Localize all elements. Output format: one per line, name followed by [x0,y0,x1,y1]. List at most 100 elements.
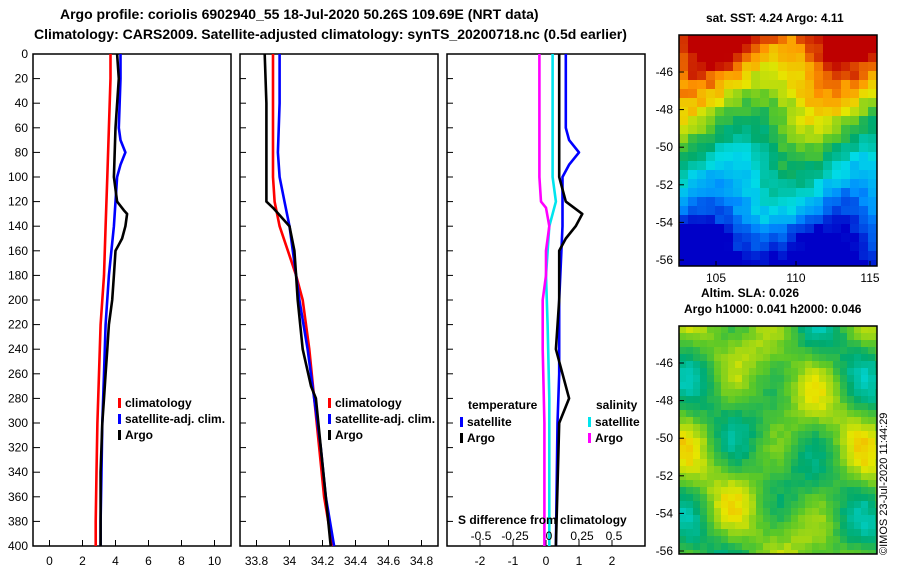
sst-map-cell [796,98,805,107]
sla-map-cell [854,431,861,438]
sla-map-cell [686,466,693,473]
sla-map-cell [777,508,784,515]
sla-map-cell [728,375,735,382]
sst-map-cell [742,134,751,143]
timestamp-stamp: ©IMOS 23-Jul-2020 11:44:29 [878,412,890,555]
sla-map-title-line1: Altim. SLA: 0.026 [701,286,800,300]
sst-map-cell [778,242,787,251]
sst-map-cell [778,143,787,152]
sla-map-cell [686,438,693,445]
sla-map-cell [861,515,868,522]
sst-map-cell [814,152,823,161]
sla-map-cell [805,368,812,375]
sla-map-cell [875,522,877,529]
sst-map-cell [841,125,850,134]
sla-map-cell [791,340,798,347]
sst-map-cell [778,98,787,107]
sla-map-cell [742,347,749,354]
sst-map-cell [769,89,778,98]
sst-map-cell [679,116,688,125]
sst-map-cell [859,224,868,233]
sla-map-cell [819,382,826,389]
sla-map-cell [742,410,749,417]
sla-map-cell [756,396,763,403]
sla-map-cell [854,501,861,508]
sst-map-cell [868,53,877,62]
sla-map-cell [875,452,877,459]
sst-map-cell [796,179,805,188]
sla-map-cell [735,473,742,480]
sst-map-cell [679,62,688,71]
sla-map-cell [861,417,868,424]
sla-map-cell [693,459,700,466]
sla-map-cell [826,326,833,333]
sla-map-cell [798,536,805,543]
sst-map-cell [706,107,715,116]
sst-map-cell [751,62,760,71]
sst-map-cell [841,80,850,89]
sla-map-cell [763,445,770,452]
sla-map-cell [791,543,798,550]
sst-map-cell [832,152,841,161]
sst-map-cell [706,161,715,170]
sla-map-cell [686,326,693,333]
sla-map-cell [861,375,868,382]
sst-map-cell [706,62,715,71]
sla-map-cell [861,361,868,368]
sst-map-cell [823,170,832,179]
sla-map-cell [707,494,714,501]
sla-map-cell [679,347,686,354]
sla-map-cell [854,403,861,410]
sla-map-cell [833,522,840,529]
sst-map-cell [715,89,724,98]
sla-map-cell [791,515,798,522]
sla-map-cell [721,410,728,417]
sst-map-cell [850,44,859,53]
sla-map-cell [749,333,756,340]
sla-map-cell [791,536,798,543]
sla-map-cell [791,417,798,424]
sst-map-cell [823,260,832,266]
x-tick-label: 34.2 [311,554,335,568]
legend-label: satellite-adj. clim. [335,412,435,426]
sla-map-cell [735,410,742,417]
sst-map-cell [733,188,742,197]
sla-map-cell [742,466,749,473]
sla-map-cell [700,543,707,550]
sla-map-cell [826,550,833,554]
sst-map-cell [796,161,805,170]
sla-map-cell [756,389,763,396]
sla-lat-label: -52 [656,469,674,483]
sla-map-cell [819,487,826,494]
sla-map-cell [791,368,798,375]
sla-map-cell [735,396,742,403]
sst-map-cell [778,107,787,116]
sst-map-cell [742,125,751,134]
y-tick-label: 340 [8,465,28,479]
sla-map-cell [679,361,686,368]
sst-map-cell [850,242,859,251]
sst-map-cell [688,125,697,134]
sla-map-cell [819,438,826,445]
sst-map-cell [706,89,715,98]
sla-map-cell [735,445,742,452]
sla-map-cell [854,480,861,487]
legend-label: Argo [335,428,363,442]
sst-map-cell [787,170,796,179]
secondary-tick-label: -0.5 [471,529,492,543]
sla-map-cell [714,382,721,389]
sla-map-cell [833,326,840,333]
sst-map-cell [769,107,778,116]
sst-map-cell [868,89,877,98]
sla-map-cell [805,431,812,438]
sst-map-cell [688,179,697,188]
sla-map-cell [686,550,693,554]
sst-map-cell [814,44,823,53]
sla-map-cell [735,508,742,515]
sst-map-cell [868,125,877,134]
sst-map-cell [787,260,796,266]
sst-map-cell [805,152,814,161]
sst-map-cell [733,98,742,107]
sst-map-cell [859,125,868,134]
sst-map-cell [733,161,742,170]
